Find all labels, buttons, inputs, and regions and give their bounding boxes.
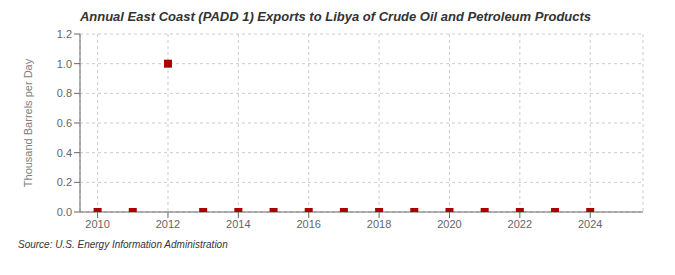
svg-text:0.8: 0.8 [57,87,72,99]
svg-text:2010: 2010 [85,218,109,230]
html-text:Source: U.S. Energy Informatio: Source: U.S. Energy Information Administ… [18,239,228,250]
svg-text:0.2: 0.2 [57,176,72,188]
svg-text:2020: 2020 [437,218,461,230]
svg-text:2024: 2024 [578,218,602,230]
svg-text:2014: 2014 [226,218,250,230]
svg-text:2018: 2018 [367,218,391,230]
svg-text:Thousand Barrels per Day: Thousand Barrels per Day [22,58,34,187]
svg-text:1.0: 1.0 [57,58,72,70]
html-text:Annual East Coast (PADD 1) Exp: Annual East Coast (PADD 1) Exports to Li… [79,9,592,24]
svg-text:0.6: 0.6 [57,117,72,129]
svg-text:0.4: 0.4 [57,147,72,159]
svg-text:2016: 2016 [296,218,320,230]
svg-text:0.0: 0.0 [57,206,72,218]
svg-text:2022: 2022 [508,218,532,230]
svg-text:2012: 2012 [156,218,180,230]
svg-text:1.2: 1.2 [57,28,72,40]
